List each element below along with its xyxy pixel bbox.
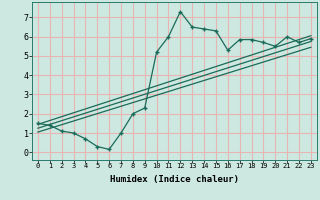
X-axis label: Humidex (Indice chaleur): Humidex (Indice chaleur)	[110, 175, 239, 184]
